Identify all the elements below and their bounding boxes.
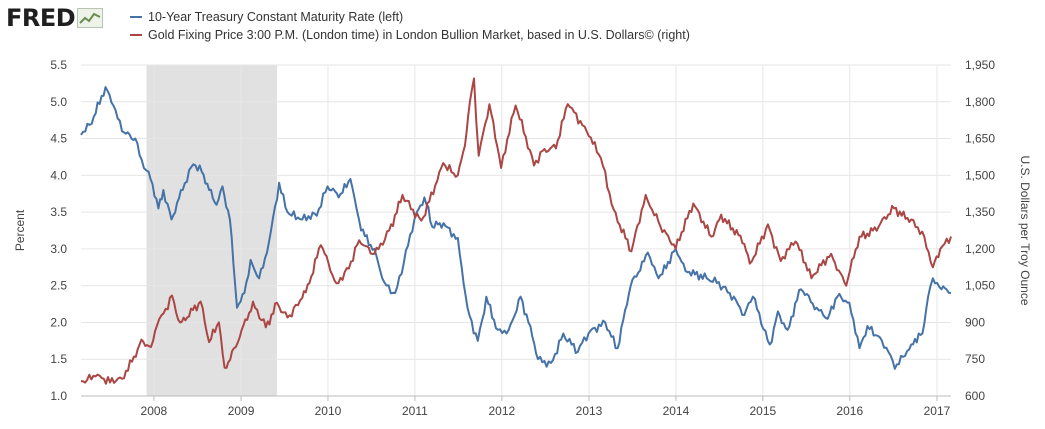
series-line-gold-price xyxy=(81,77,952,385)
x-tick-label: 2014 xyxy=(663,404,690,418)
series-line-treasury-10y xyxy=(80,86,952,370)
y-left-tick-label: 2.5 xyxy=(50,279,67,293)
y-left-axis-title: Percent xyxy=(13,209,27,251)
y-left-tick-label: 5.5 xyxy=(50,58,67,72)
y-right-tick-label: 750 xyxy=(965,352,985,366)
fred-logo[interactable]: FRED xyxy=(6,4,104,32)
x-axis-ticks: 2008 2009 2010 2011 2012 2013 2014 2015 2016 2017 xyxy=(81,395,951,418)
legend-swatch-series1 xyxy=(130,16,142,18)
y-right-tick-label: 1,200 xyxy=(965,242,995,256)
x-tick-label: 2009 xyxy=(228,404,255,418)
recession-shading xyxy=(146,65,278,396)
legend-swatch-series2 xyxy=(130,34,142,36)
fred-logo-text: FRED xyxy=(6,4,76,32)
y-left-tick-label: 4.5 xyxy=(50,132,67,146)
y-left-tick-label: 3.0 xyxy=(50,242,67,256)
y-right-tick-label: 1,350 xyxy=(965,205,995,219)
x-tick-label: 2013 xyxy=(576,404,603,418)
legend-label-series2: Gold Fixing Price 3:00 P.M. (London time… xyxy=(148,28,690,42)
x-tick-label: 2015 xyxy=(750,404,777,418)
y-right-tick-label: 600 xyxy=(965,389,985,403)
y-right-axis-title: U.S. Dollars per Troy Ounce xyxy=(1018,155,1032,305)
y-right-tick-label: 1,650 xyxy=(965,132,995,146)
x-tick-label: 2010 xyxy=(315,404,342,418)
legend-label-series1: 10-Year Treasury Constant Maturity Rate … xyxy=(148,10,404,24)
x-tick-label: 2011 xyxy=(402,404,428,418)
legend-item-series1[interactable]: 10-Year Treasury Constant Maturity Rate … xyxy=(130,8,690,26)
y-left-tick-label: 1.0 xyxy=(50,389,67,403)
x-tick-label: 2008 xyxy=(141,404,168,418)
y-left-tick-label: 3.5 xyxy=(50,205,67,219)
chart-header: FRED 10-Year Treasury Constant Maturity … xyxy=(0,0,1045,52)
y-right-tick-label: 1,800 xyxy=(965,95,995,109)
left-axis-ticks: 1.0 1.5 2.0 2.5 3.0 3.5 4.0 4.5 5.0 5.5 xyxy=(50,58,67,403)
y-left-tick-label: 4.0 xyxy=(50,168,67,182)
y-left-tick-label: 1.5 xyxy=(50,352,67,366)
x-tick-label: 2016 xyxy=(836,404,863,418)
y-left-tick-label: 2.0 xyxy=(50,315,67,329)
right-axis-ticks: 600 750 900 1,050 1,200 1,350 1,500 1,650 1,800 1… xyxy=(965,58,995,403)
y-right-tick-label: 1,050 xyxy=(965,279,995,293)
x-tick-label: 2017 xyxy=(924,404,951,418)
legend-item-series2[interactable]: Gold Fixing Price 3:00 P.M. (London time… xyxy=(130,26,690,44)
legend: 10-Year Treasury Constant Maturity Rate … xyxy=(130,8,690,44)
y-right-tick-label: 1,950 xyxy=(965,58,995,72)
x-tick-label: 2012 xyxy=(488,404,515,418)
y-left-tick-label: 5.0 xyxy=(50,95,67,109)
y-right-tick-label: 1,500 xyxy=(965,168,995,182)
fred-line-chart-icon xyxy=(77,8,104,28)
y-right-tick-label: 900 xyxy=(965,315,985,329)
